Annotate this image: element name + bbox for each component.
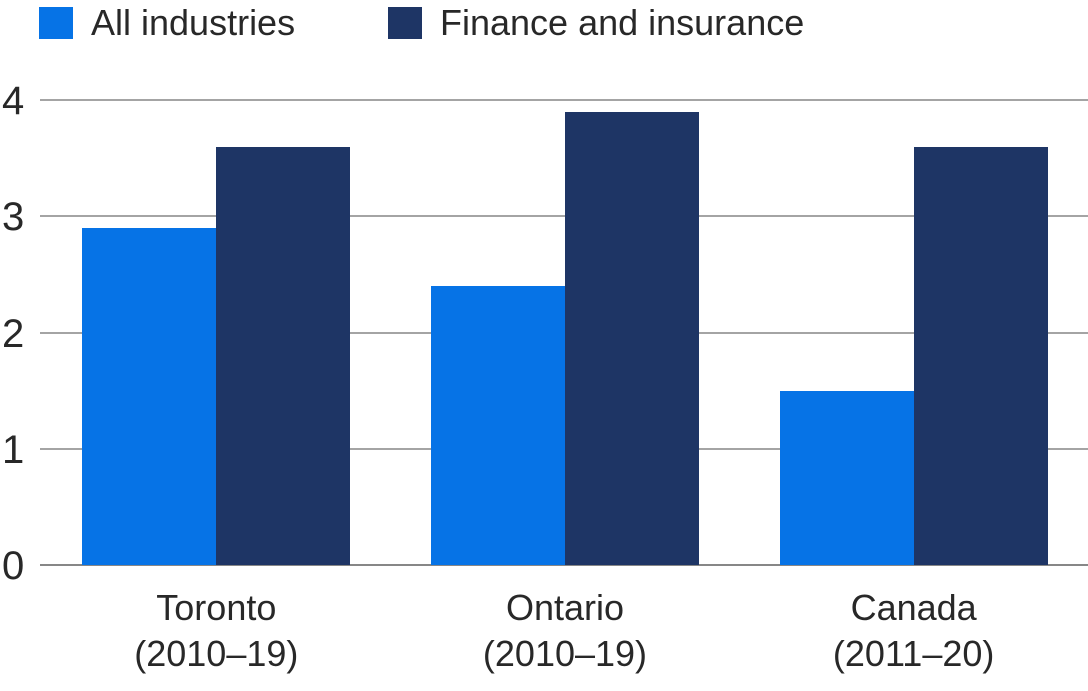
y-tick-label-1: 1	[2, 427, 25, 472]
y-tick-label-3: 3	[2, 195, 25, 240]
y-tick-label-0: 0	[2, 544, 25, 588]
legend-item-all-industries: All industries	[39, 3, 295, 43]
y-tick-label-4: 4	[2, 79, 25, 123]
bar-canada-all-industries	[779, 390, 914, 565]
legend-label-all-industries: All industries	[91, 2, 296, 43]
gridline-4	[40, 99, 1088, 101]
bar-ontario-all-industries	[431, 286, 565, 565]
y-tick-label-2: 2	[2, 311, 25, 356]
bar-canada-finance-and-insurance	[913, 146, 1048, 565]
bar-toronto-finance-and-insurance	[216, 146, 351, 565]
x-category-label-toronto: Toronto (2010–19)	[56, 585, 376, 677]
x-category-label-line: Canada	[850, 587, 977, 628]
x-category-label-line: (2010–19)	[482, 633, 648, 674]
x-category-label-canada: Canada (2011–20)	[754, 585, 1074, 677]
legend-swatch-finance-and-insurance-icon	[388, 7, 422, 39]
x-category-label-line: (2011–20)	[832, 633, 995, 674]
x-category-label-line: Ontario	[505, 587, 625, 628]
x-category-label-line: Toronto	[156, 587, 277, 628]
legend-swatch-all-industries-icon	[39, 7, 73, 39]
gridline-3	[40, 215, 1088, 218]
legend-item-finance-and-insurance: Finance and insurance	[388, 3, 804, 43]
bar-ontario-finance-and-insurance	[565, 111, 699, 565]
bar-toronto-all-industries	[82, 227, 217, 565]
x-category-label-line: (2010–19)	[134, 633, 299, 674]
x-category-label-ontario: Ontario (2010–19)	[405, 585, 725, 677]
legend-label-finance-and-insurance: Finance and insurance	[440, 2, 805, 43]
x-axis-baseline	[40, 564, 1088, 566]
